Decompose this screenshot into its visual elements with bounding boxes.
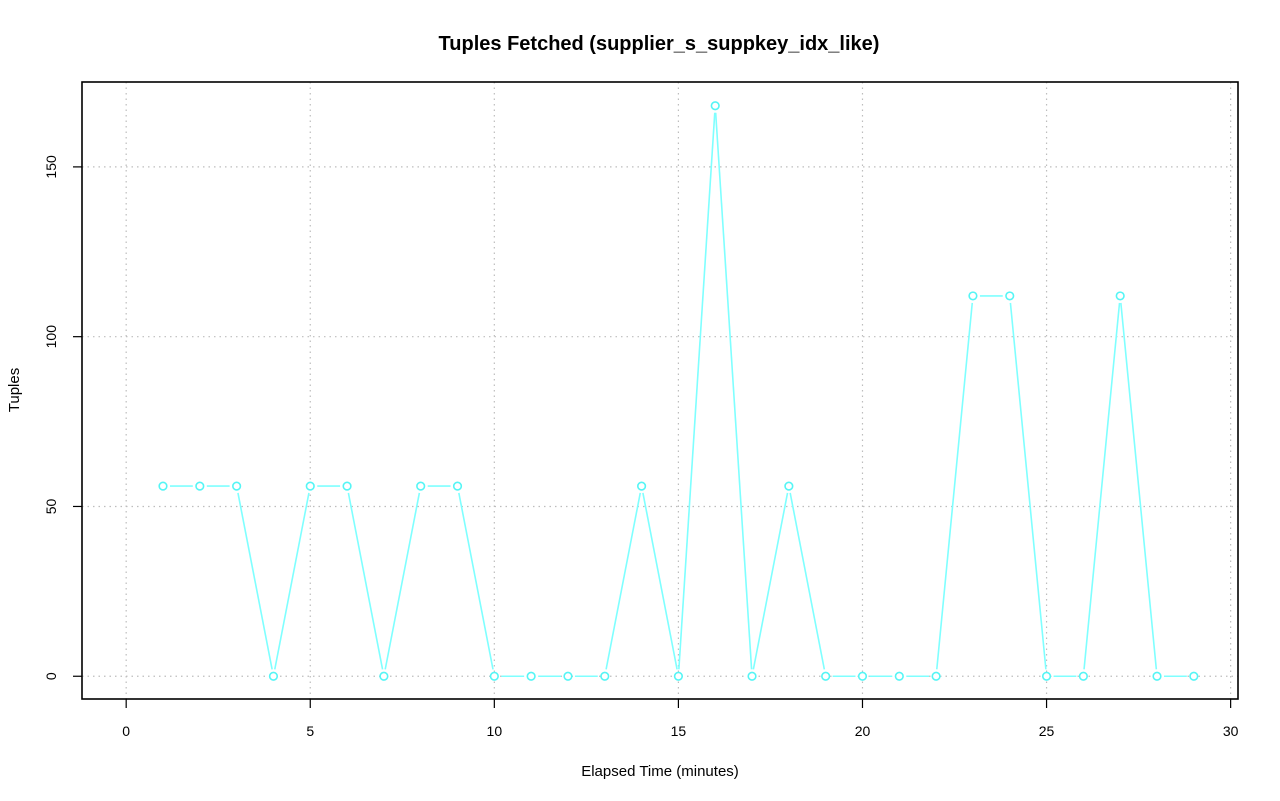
- plot-frame: [81, 81, 1239, 700]
- data-point: [747, 671, 757, 681]
- series-segment: [678, 112, 716, 670]
- y-tick-label: 100: [43, 325, 59, 349]
- data-point: [1189, 671, 1199, 681]
- series-segment: [237, 492, 273, 670]
- data-point: [636, 481, 647, 491]
- data-point: [452, 481, 463, 491]
- chart-title: Tuples Fetched (supplier_s_suppkey_idx_l…: [439, 33, 880, 55]
- data-point: [416, 481, 426, 491]
- series-segment: [1120, 302, 1158, 670]
- data-point: [673, 671, 684, 681]
- data-point: [968, 291, 978, 301]
- series-segment: [935, 302, 974, 670]
- data-point: [1078, 671, 1088, 681]
- data-point: [232, 481, 242, 491]
- data-point: [931, 671, 941, 681]
- x-tick-label: 0: [122, 723, 130, 739]
- data-point: [1152, 671, 1162, 681]
- data-point: [342, 481, 352, 491]
- data-point: [857, 671, 868, 681]
- data-point: [1041, 671, 1052, 681]
- series-segment: [384, 492, 421, 670]
- data-point: [379, 671, 389, 681]
- axis-ticks: 0 5 10 15 20 25 30 0 50 100 150: [43, 155, 1239, 739]
- series-segment: [752, 492, 789, 670]
- data-point: [710, 101, 720, 111]
- y-axis-label: Tuples: [6, 368, 23, 412]
- series-segment: [642, 492, 678, 670]
- series-segment: [605, 492, 642, 670]
- x-tick-label: 20: [855, 723, 871, 739]
- series-segment: [273, 492, 310, 670]
- series-layer: [158, 101, 1199, 681]
- series-segment: [458, 492, 494, 670]
- series-segment: [347, 492, 384, 670]
- x-tick-label: 10: [487, 723, 503, 739]
- data-point: [195, 481, 205, 491]
- data-point: [526, 671, 536, 681]
- y-tick-label: 150: [43, 155, 59, 179]
- data-point: [1115, 291, 1125, 301]
- x-tick-label: 15: [671, 723, 687, 739]
- data-point: [305, 481, 315, 491]
- data-point: [1005, 291, 1015, 301]
- y-tick-label: 50: [43, 498, 59, 514]
- data-point: [894, 671, 904, 681]
- data-point: [489, 671, 499, 681]
- x-tick-label: 30: [1223, 723, 1239, 739]
- x-axis-label: Elapsed Time (minutes): [581, 763, 739, 780]
- x-tick-label: 5: [306, 723, 314, 739]
- y-tick-label: 0: [43, 672, 59, 680]
- data-point: [158, 481, 168, 491]
- data-point: [600, 671, 610, 681]
- data-point: [268, 671, 279, 681]
- series-segment: [1009, 302, 1047, 670]
- x-tick-label: 25: [1039, 723, 1055, 739]
- series-segment: [714, 112, 753, 670]
- grid: [82, 82, 1238, 699]
- data-point: [784, 481, 794, 491]
- data-point: [821, 671, 831, 681]
- series-segment: [789, 492, 826, 670]
- series-segment: [1083, 302, 1121, 670]
- data-point: [563, 671, 573, 681]
